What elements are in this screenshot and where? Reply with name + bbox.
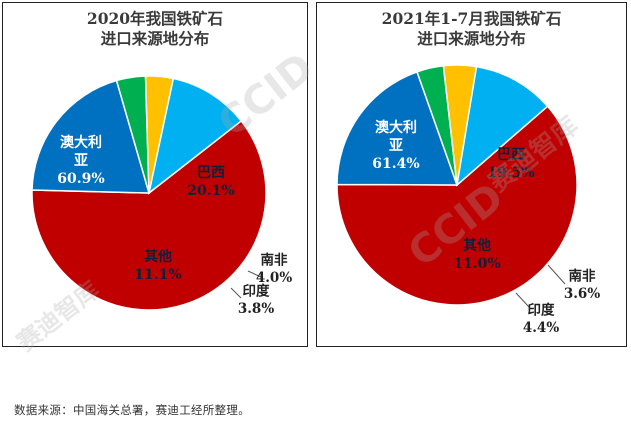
pie-slice-其他	[455, 65, 549, 187]
pie-chart-2020: 澳大利亚 60.9% 巴西 20.1% 南非 4.0%印度 3.8% 其他 11.1%	[31, 75, 292, 317]
leader-line	[547, 264, 566, 285]
data-label-印度: 印度 3.8%	[238, 282, 274, 317]
data-label-澳大利亚: 澳大利亚 60.9%	[57, 134, 104, 187]
data-label-巴西: 巴西 19.5%	[487, 147, 534, 181]
chart-title-line-1: 2021年1-7月我国铁矿石	[381, 9, 562, 28]
leader-line	[247, 270, 262, 278]
data-label-印度: 印度 4.4%	[523, 301, 559, 336]
leader-line	[515, 292, 530, 308]
pie-slice-澳大利亚	[336, 105, 578, 306]
data-label-其他: 其他 11.1%	[134, 248, 181, 283]
data-label-南非: 南非 4.0%	[256, 251, 292, 286]
chart-panel-2020: 2020年我国铁矿石 进口来源地分布 澳大利亚 60.9% 巴西 20.1% 南非 4.0…	[2, 2, 308, 347]
pie-slice-其他	[147, 77, 243, 195]
chart-title-line-2: 进口来源地分布	[100, 29, 210, 48]
pie-slice-澳大利亚	[31, 119, 267, 311]
chart-title: 2020年我国铁矿石 进口来源地分布	[3, 9, 307, 49]
data-label-南非: 南非 3.6%	[564, 267, 600, 302]
pie-chart-2021: 澳大利亚 61.4% 巴西 19.5% 南非 3.6%印度 4.4% 其他 11.0%	[336, 64, 600, 336]
chart-title-line-2: 进口来源地分布	[417, 29, 526, 48]
pie-slice-巴西	[31, 79, 151, 194]
chart-title: 2021年1-7月我国铁矿石 进口来源地分布	[317, 9, 626, 49]
data-label-澳大利亚: 澳大利亚 61.4%	[372, 119, 419, 172]
leader-line	[230, 287, 242, 299]
data-source-note: 数据来源：中国海关总署，赛迪工经所整理。	[14, 403, 250, 417]
data-label-其他: 其他 11.0%	[453, 237, 500, 272]
chart-panel-2021: 2021年1-7月我国铁矿石 进口来源地分布 澳大利亚 61.4% 巴西 19.5% 南…	[316, 2, 627, 347]
chart-title-line-1: 2020年我国铁矿石	[86, 9, 224, 28]
data-label-巴西: 巴西 20.1%	[187, 165, 234, 199]
